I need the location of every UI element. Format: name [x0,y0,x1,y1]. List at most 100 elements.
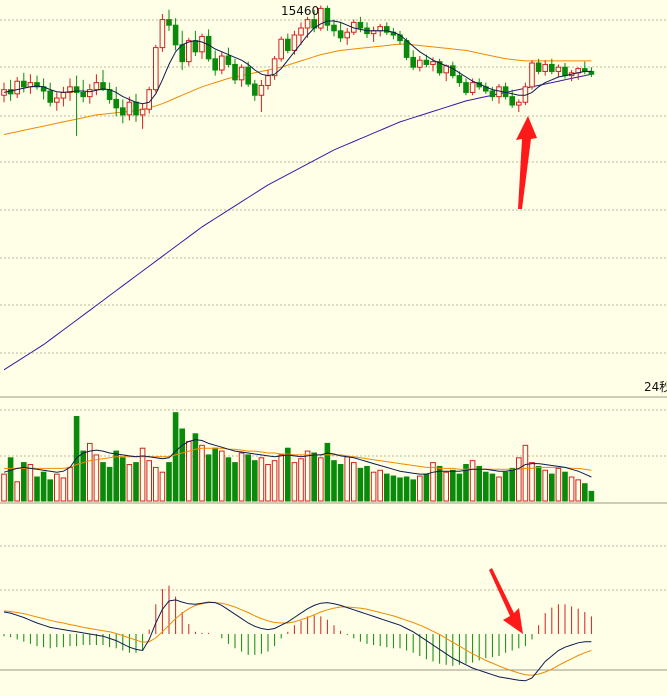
ma-short-line [3,20,592,105]
volume-bar [456,473,463,502]
candle-body [245,66,251,85]
candle-body [80,91,87,98]
volume-bar [483,471,489,502]
macd-dif-path [3,599,592,682]
volume-bar [93,454,100,502]
volume-bar [304,450,311,502]
volume-bar [34,476,40,502]
volume-bar [430,462,436,502]
volume-bar [542,469,549,502]
volume-bar [582,483,588,502]
volume-bar [417,475,423,502]
candle-body [172,24,179,46]
volume-bars [1,412,595,502]
volume-bar [450,469,456,502]
candle-body [436,61,443,74]
volume-bar [172,412,179,502]
candle-body [344,31,350,39]
volume-bar [205,454,212,502]
volume-bar [496,476,502,502]
candle-body [21,80,27,88]
candle-body [542,63,549,72]
candle-body [324,7,331,26]
candle-body [450,65,456,77]
grid-lines [0,19,667,671]
volume-bar [7,457,14,502]
volume-bar [166,462,172,502]
volume-bar [555,467,562,502]
candle-body [166,19,172,26]
candle-body [212,58,218,71]
candle-body [113,98,120,109]
volume-bar [318,457,324,502]
candle-body [106,89,113,100]
candle-body [337,30,344,39]
price-panel: 15460 [1,4,595,371]
volume-bar [410,479,416,502]
volume-bar [535,465,542,502]
volume-bar [384,473,390,502]
candle-body [232,63,238,81]
volume-bar [311,452,317,502]
volume-bar [67,466,73,502]
candle-body [535,62,542,72]
candle-body [159,19,166,49]
candle-body [298,27,304,36]
volume-bar [298,458,304,502]
volume-bar [522,444,529,502]
volume-bar [529,462,535,502]
volume-bar [252,460,258,502]
candle-body [258,84,265,96]
candle-body [384,26,390,33]
volume-bar [291,462,298,502]
volume-bar [232,462,238,502]
volume-bar [146,460,152,502]
volume-bar [443,471,449,502]
candle-body [14,80,20,95]
volume-bar [337,464,344,502]
candle-body [153,47,159,91]
candle-body [100,82,106,91]
volume-bar [436,465,443,502]
candle-body [357,21,364,29]
candle-body [463,82,469,93]
candle-body [555,66,562,72]
volume-bar [21,462,27,502]
candle-body [304,19,311,29]
volume-bar [113,450,120,502]
candle-body [410,56,416,68]
candle-body [133,101,139,116]
candlestick-series [1,5,595,136]
volume-bar [476,465,482,502]
candle-body [34,82,40,88]
volume-bar [265,464,271,502]
arrow-annotation-upper [516,116,537,209]
volume-bar [73,416,80,502]
candle-body [285,38,291,51]
candle-body [265,75,271,86]
volume-bar [502,471,509,502]
volume-bar [225,457,232,502]
volume-bar [285,447,291,502]
candle-body [278,38,284,60]
candle-body [417,59,423,68]
volume-bar [403,476,410,502]
candle-body [516,101,522,106]
volume-bar [344,456,350,502]
volume-bar [212,447,218,502]
right-tag-label: 24秒 [644,380,667,394]
ma-mid-line [3,43,592,135]
volume-bar [245,454,251,502]
volume-bar [87,442,93,502]
volume-bar [100,462,106,502]
arrow-annotation-lower [489,568,523,634]
candle-body [87,89,93,98]
candle-body [192,40,199,53]
volume-ma-fast-path [3,439,592,478]
volume-bar [14,481,20,502]
upward-arrow-icon [516,116,537,209]
volume-bar [357,467,364,502]
volume-bar [159,471,166,502]
high-price-label: 15460 [281,4,319,18]
candle-body [120,107,126,116]
